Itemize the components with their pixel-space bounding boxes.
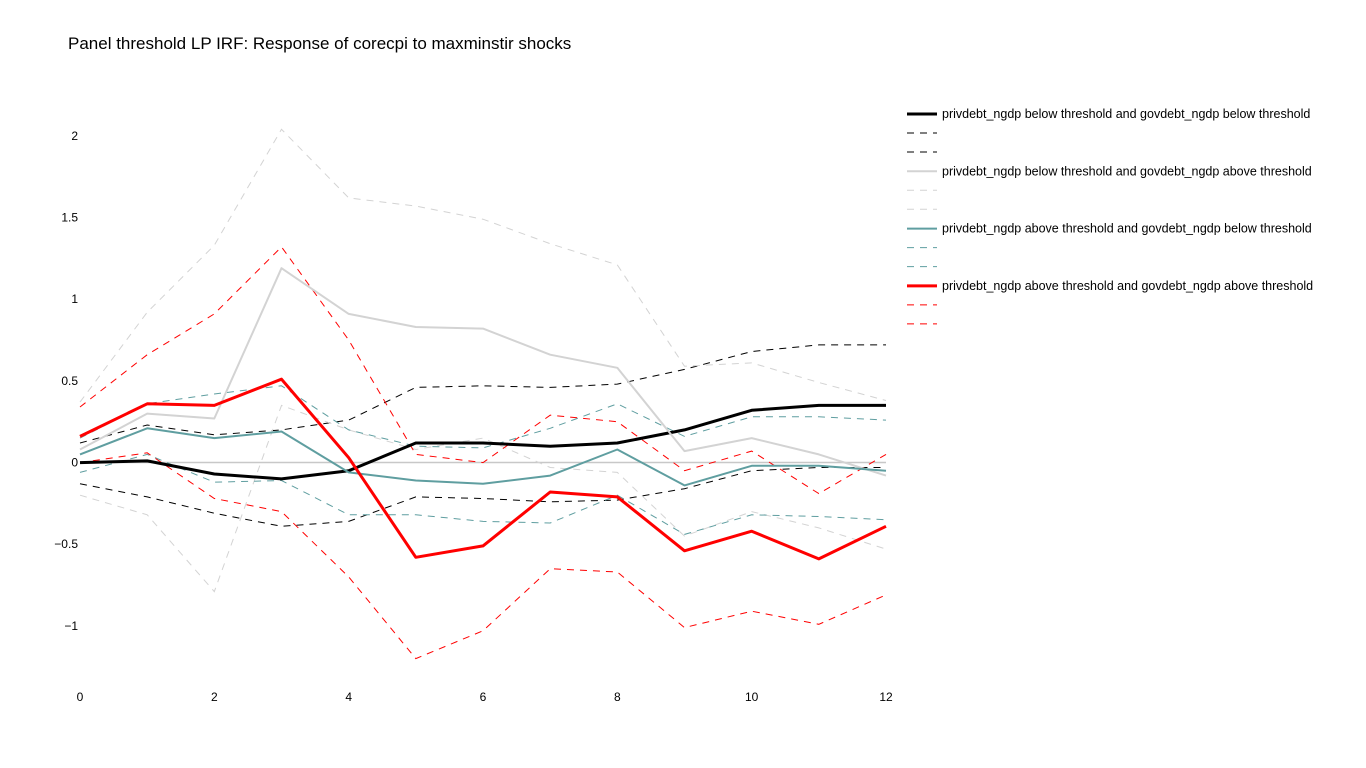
series-3-upper-bound [79,385,887,449]
legend-label: privdebt_ngdp below threshold and govdeb… [942,107,1310,121]
legend-label: privdebt_ngdp above threshold and govdeb… [942,222,1312,236]
y-tick-label: 2 [71,129,78,143]
legend-item-2[interactable]: privdebt_ngdp below threshold and govdeb… [907,164,1312,210]
legend[interactable]: privdebt_ngdp below threshold and govdeb… [907,107,1313,325]
series-layer [79,128,887,660]
series-2-line[interactable] [79,267,887,477]
series-4-upper-bound [79,246,887,495]
series-4-lower-bound [79,452,887,660]
x-tick-label: 4 [345,690,352,704]
series-3-line[interactable] [79,427,887,487]
legend-item-1[interactable]: privdebt_ngdp below threshold and govdeb… [907,107,1310,153]
chart-title: Panel threshold LP IRF: Response of core… [68,34,572,53]
series-1-lower-bound [79,467,886,527]
legend-item-4[interactable]: privdebt_ngdp above threshold and govdeb… [907,279,1313,325]
series-4-line[interactable] [79,377,887,561]
series-1-line[interactable] [79,403,886,481]
series-1-upper-bound [79,344,886,444]
series-2-upper-bound [79,128,887,403]
x-tick-label: 0 [77,690,84,704]
x-tick-label: 8 [614,690,621,704]
y-tick-label: 0 [71,456,78,470]
y-tick-label: 1.5 [61,211,78,225]
legend-item-3[interactable]: privdebt_ngdp above threshold and govdeb… [907,222,1312,268]
series-3-lower-bound [79,453,887,535]
x-tick-label: 2 [211,690,218,704]
x-tick-label: 12 [879,690,893,704]
y-tick-label: 1 [71,292,78,306]
x-tick-label: 6 [480,690,487,704]
x-tick-label: 10 [745,690,759,704]
legend-label: privdebt_ngdp above threshold and govdeb… [942,279,1313,293]
y-tick-label: −0.5 [54,537,78,551]
series-2-lower-bound [79,404,887,593]
legend-label: privdebt_ngdp below threshold and govdeb… [942,164,1312,178]
y-tick-label: −1 [64,619,78,633]
y-tick-label: 0.5 [61,374,78,388]
